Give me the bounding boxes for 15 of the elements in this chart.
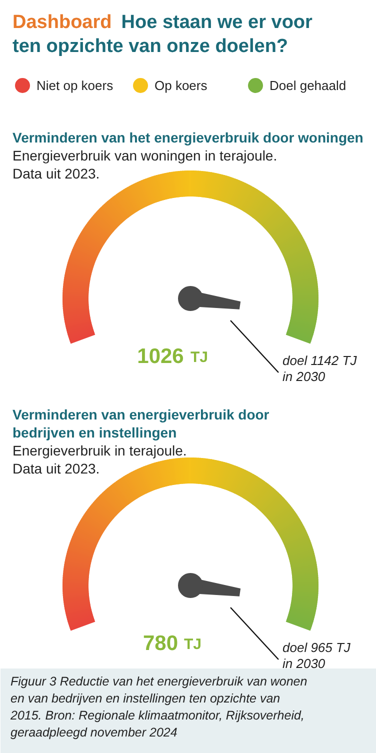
text: Energieverbruik in terajoule. Data uit 2023. [12,442,187,476]
category-label: Niet op koers [36,78,114,93]
text: Verminderen van energieverbruik door bedrijven en instellingen [12,406,270,440]
text: Figuur 3 Reductie van het energieverbruik van wonen en van bedrijven en instellingen ten opzichte van 2015. Bron: Regionale klimaatmonitor, Rijksoverheid, geraadpleegd november 2024 [10,674,308,740]
data-label: 1026 [137,345,184,368]
text: Verminderen van het energieverbruik door woningen [12,130,364,146]
data-label: 780 [142,632,178,655]
category-label: Doel gehaald [270,78,346,93]
text: TJ [190,349,208,366]
category-label: Op koers [154,78,208,93]
text: TJ [184,636,202,653]
text: Dashboard Hoe staan we er voor ten opzichte van onze doelen? [12,12,314,57]
text: doel 1142 TJ in 2030 [282,353,358,384]
text: Energieverbruik van woningen in terajoule. Data uit 2023. [12,148,278,182]
text: doel 965 TJ in 2030 [282,640,351,671]
